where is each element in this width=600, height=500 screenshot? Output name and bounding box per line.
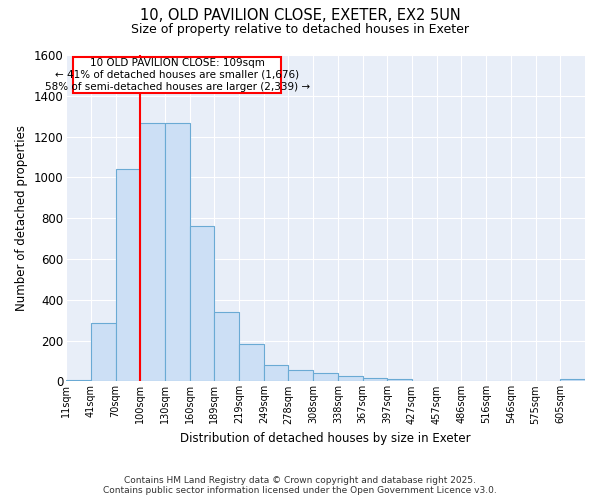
Text: 58% of semi-detached houses are larger (2,339) →: 58% of semi-detached houses are larger (… — [45, 82, 310, 92]
Bar — [313, 373, 338, 382]
Bar — [140, 124, 165, 382]
Y-axis label: Number of detached properties: Number of detached properties — [15, 125, 28, 311]
Text: 10, OLD PAVILION CLOSE, EXETER, EX2 5UN: 10, OLD PAVILION CLOSE, EXETER, EX2 5UN — [140, 8, 460, 22]
Bar — [190, 226, 214, 382]
Bar — [338, 376, 362, 382]
Bar — [264, 365, 289, 382]
Bar — [239, 344, 264, 382]
FancyBboxPatch shape — [73, 57, 281, 92]
Bar — [165, 124, 190, 382]
Bar — [214, 312, 239, 382]
Bar — [388, 380, 412, 382]
Bar — [362, 378, 388, 382]
X-axis label: Distribution of detached houses by size in Exeter: Distribution of detached houses by size … — [180, 432, 471, 445]
Bar — [66, 380, 91, 382]
Bar — [560, 379, 585, 382]
Text: ← 41% of detached houses are smaller (1,676): ← 41% of detached houses are smaller (1,… — [55, 70, 299, 80]
Bar — [116, 169, 140, 382]
Text: 10 OLD PAVILION CLOSE: 109sqm: 10 OLD PAVILION CLOSE: 109sqm — [90, 58, 265, 68]
Bar — [91, 324, 116, 382]
Text: Size of property relative to detached houses in Exeter: Size of property relative to detached ho… — [131, 22, 469, 36]
Text: Contains HM Land Registry data © Crown copyright and database right 2025.
Contai: Contains HM Land Registry data © Crown c… — [103, 476, 497, 495]
Bar — [289, 370, 313, 382]
